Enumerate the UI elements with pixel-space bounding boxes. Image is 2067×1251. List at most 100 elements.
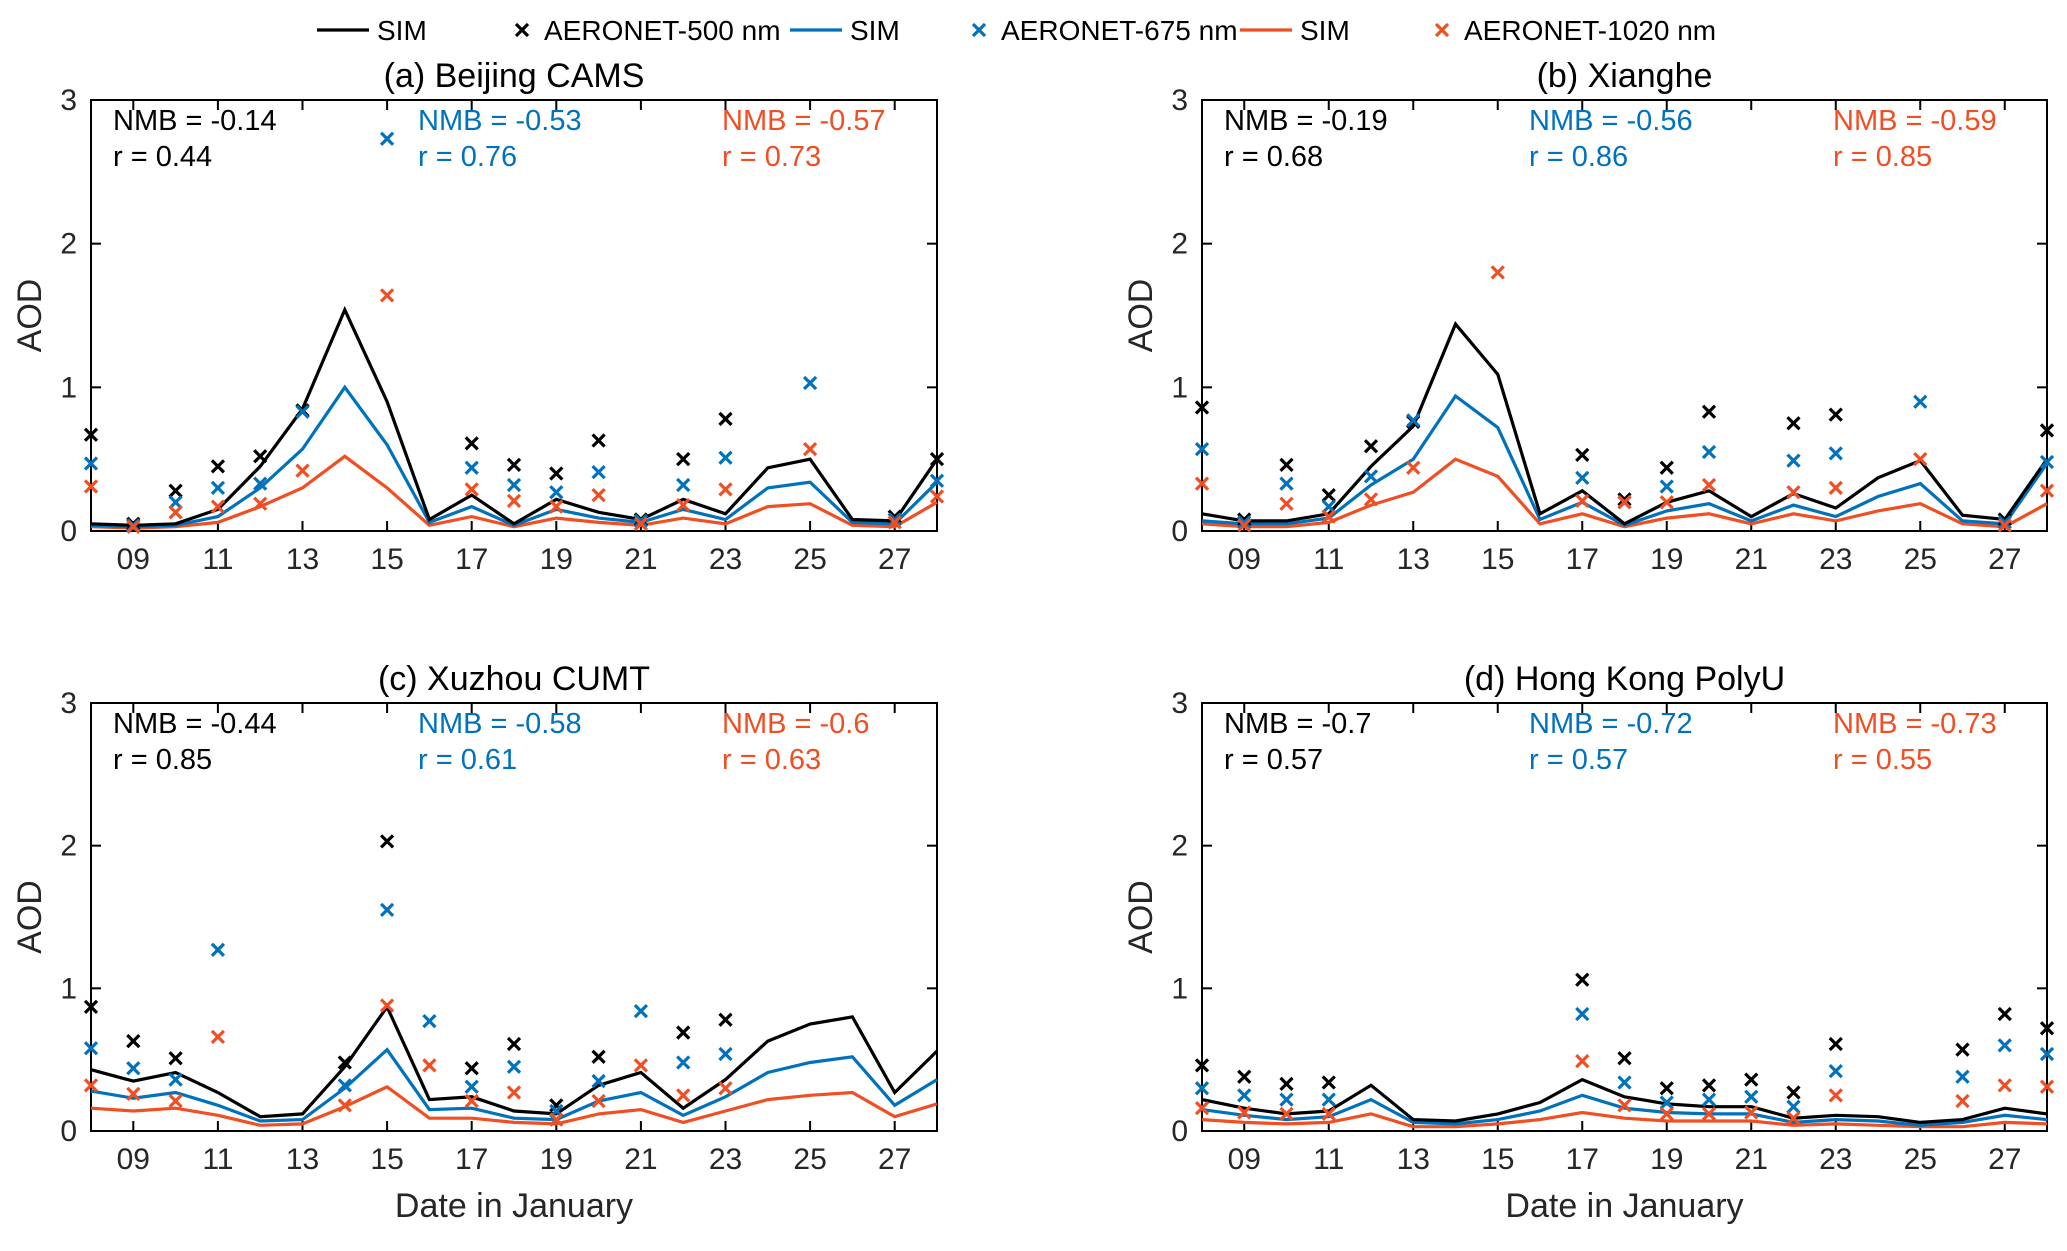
aeronet-point-c1020 bbox=[887, 515, 902, 530]
aeronet-point-c1020 bbox=[2039, 1079, 2055, 1094]
aeronet-point-c500 bbox=[1279, 1076, 1294, 1092]
aeronet-point-c500 bbox=[591, 433, 606, 448]
aeronet-point-c500 bbox=[464, 436, 479, 451]
aeronet-point-c1020 bbox=[1575, 1053, 1590, 1069]
aeronet-point-c500 bbox=[210, 459, 226, 474]
legend-item-4: SIM bbox=[1240, 15, 1350, 46]
aeronet-point-c1020 bbox=[464, 1093, 479, 1109]
aeronet-point-c500 bbox=[2039, 1021, 2055, 1036]
aeronet-point-c675 bbox=[887, 512, 902, 527]
sim-line-c500 bbox=[90, 1003, 939, 1119]
aeronet-point-c1020 bbox=[506, 1085, 522, 1100]
aeronet-point-c1020 bbox=[464, 482, 479, 497]
x-tick-label: 21 bbox=[1735, 1143, 1768, 1176]
aeronet-point-c500 bbox=[1701, 404, 1717, 419]
legend-label: SIM bbox=[377, 15, 427, 46]
aeronet-point-c500 bbox=[549, 1098, 564, 1113]
aeronet-point-c675 bbox=[1955, 1069, 1970, 1084]
x-tick-label: 23 bbox=[1819, 543, 1852, 576]
x-tick-label: 27 bbox=[1988, 1143, 2021, 1176]
aeronet-point-c1020 bbox=[1659, 495, 1674, 510]
aeronet-point-c1020 bbox=[718, 482, 733, 497]
axes-box bbox=[90, 702, 938, 1132]
aeronet-point-c675 bbox=[633, 1004, 649, 1019]
y-axis-label: AOD bbox=[1122, 880, 1160, 954]
y-tick-label: 3 bbox=[1171, 687, 1188, 720]
x-tick-label: 09 bbox=[117, 543, 150, 576]
r-annotation: r = 0.85 bbox=[1833, 141, 1932, 173]
aeronet-point-c675 bbox=[549, 485, 564, 500]
r-annotation: r = 0.55 bbox=[1833, 744, 1932, 776]
aeronet-point-c1020 bbox=[126, 519, 141, 534]
legend-label: AERONET-1020 nm bbox=[1464, 15, 1716, 46]
aeronet-point-c1020 bbox=[1490, 265, 1505, 280]
aeronet-point-c500 bbox=[253, 449, 268, 464]
aeronet-point-c675 bbox=[506, 1059, 522, 1074]
aeronet-point-c1020 bbox=[1363, 492, 1379, 507]
legend-marker-icon bbox=[971, 22, 987, 38]
x-tick-label: 19 bbox=[540, 543, 573, 576]
aeronet-point-c1020 bbox=[1828, 480, 1843, 496]
aeronet-point-c500 bbox=[718, 1012, 733, 1027]
aeronet-point-c1020 bbox=[676, 1088, 691, 1103]
aeronet-point-c675 bbox=[1237, 1088, 1252, 1103]
x-tick-label: 11 bbox=[202, 543, 233, 576]
aeronet-point-c1020 bbox=[1194, 476, 1210, 491]
sim-line-c500 bbox=[1201, 321, 2049, 526]
aeronet-point-c500 bbox=[1659, 460, 1674, 475]
aeronet-point-c1020 bbox=[1279, 496, 1294, 511]
aeronet-point-c1020 bbox=[1955, 1093, 1970, 1109]
panel-title: (c) Xuzhou CUMT bbox=[378, 660, 650, 698]
nmb-annotation: NMB = -0.72 bbox=[1529, 708, 1693, 740]
aeronet-point-c1020 bbox=[2039, 483, 2055, 498]
aeronet-point-c1020 bbox=[1997, 1078, 2012, 1093]
aeronet-point-c500 bbox=[1744, 1072, 1759, 1087]
aeronet-point-c1020 bbox=[422, 1058, 437, 1073]
aeronet-point-c500 bbox=[1659, 1081, 1674, 1096]
y-tick-label: 2 bbox=[1171, 228, 1188, 261]
x-tick-label: 15 bbox=[1481, 543, 1514, 576]
aeronet-point-c675 bbox=[1406, 413, 1421, 428]
aeronet-point-c675 bbox=[1828, 446, 1843, 461]
y-tick-label: 0 bbox=[1171, 1115, 1188, 1148]
axes-box bbox=[90, 99, 938, 532]
x-tick-label: 27 bbox=[1988, 543, 2021, 576]
x-tick-label: 09 bbox=[1228, 543, 1261, 576]
aeronet-point-c675 bbox=[929, 473, 945, 488]
aeronet-point-c675 bbox=[464, 460, 479, 475]
aeronet-point-c675 bbox=[1701, 1092, 1717, 1107]
x-tick-label: 09 bbox=[1228, 1143, 1261, 1176]
aeronet-point-c1020 bbox=[1828, 1088, 1843, 1103]
aeronet-point-c500 bbox=[1786, 416, 1801, 431]
x-tick-label: 17 bbox=[455, 1143, 488, 1176]
aeronet-point-c675 bbox=[718, 1046, 733, 1062]
aeronet-point-c500 bbox=[1828, 1036, 1843, 1052]
y-tick-label: 1 bbox=[60, 371, 77, 404]
aeronet-point-c1020 bbox=[1321, 509, 1336, 524]
y-tick-label: 3 bbox=[1171, 84, 1188, 117]
y-axis-label: AOD bbox=[11, 279, 49, 353]
aeronet-point-c500 bbox=[1701, 1078, 1717, 1093]
aeronet-point-c500 bbox=[1575, 447, 1590, 462]
aeronet-point-c1020 bbox=[210, 499, 226, 514]
aeronet-point-c675 bbox=[1321, 1092, 1336, 1107]
aeronet-point-c675 bbox=[676, 477, 691, 493]
legend-label: AERONET-675 nm bbox=[1001, 15, 1238, 46]
nmb-annotation: NMB = -0.58 bbox=[418, 708, 582, 740]
aeronet-point-c500 bbox=[1828, 407, 1843, 422]
x-tick-label: 19 bbox=[1650, 1143, 1683, 1176]
r-annotation: r = 0.61 bbox=[418, 744, 517, 776]
panel-title: (a) Beijing CAMS bbox=[384, 57, 645, 95]
x-tick-label: 19 bbox=[540, 1143, 573, 1176]
aeronet-point-c1020 bbox=[1617, 495, 1632, 510]
legend-item-2: SIM bbox=[790, 15, 900, 46]
aeronet-point-c1020 bbox=[1406, 460, 1421, 475]
aeronet-point-c500 bbox=[379, 834, 395, 849]
aeronet-point-c500 bbox=[1321, 1075, 1336, 1090]
nmb-annotation: NMB = -0.19 bbox=[1224, 105, 1388, 137]
aeronet-point-c675 bbox=[83, 456, 99, 471]
legend-label: SIM bbox=[850, 15, 900, 46]
legend-marker-icon bbox=[514, 22, 530, 38]
